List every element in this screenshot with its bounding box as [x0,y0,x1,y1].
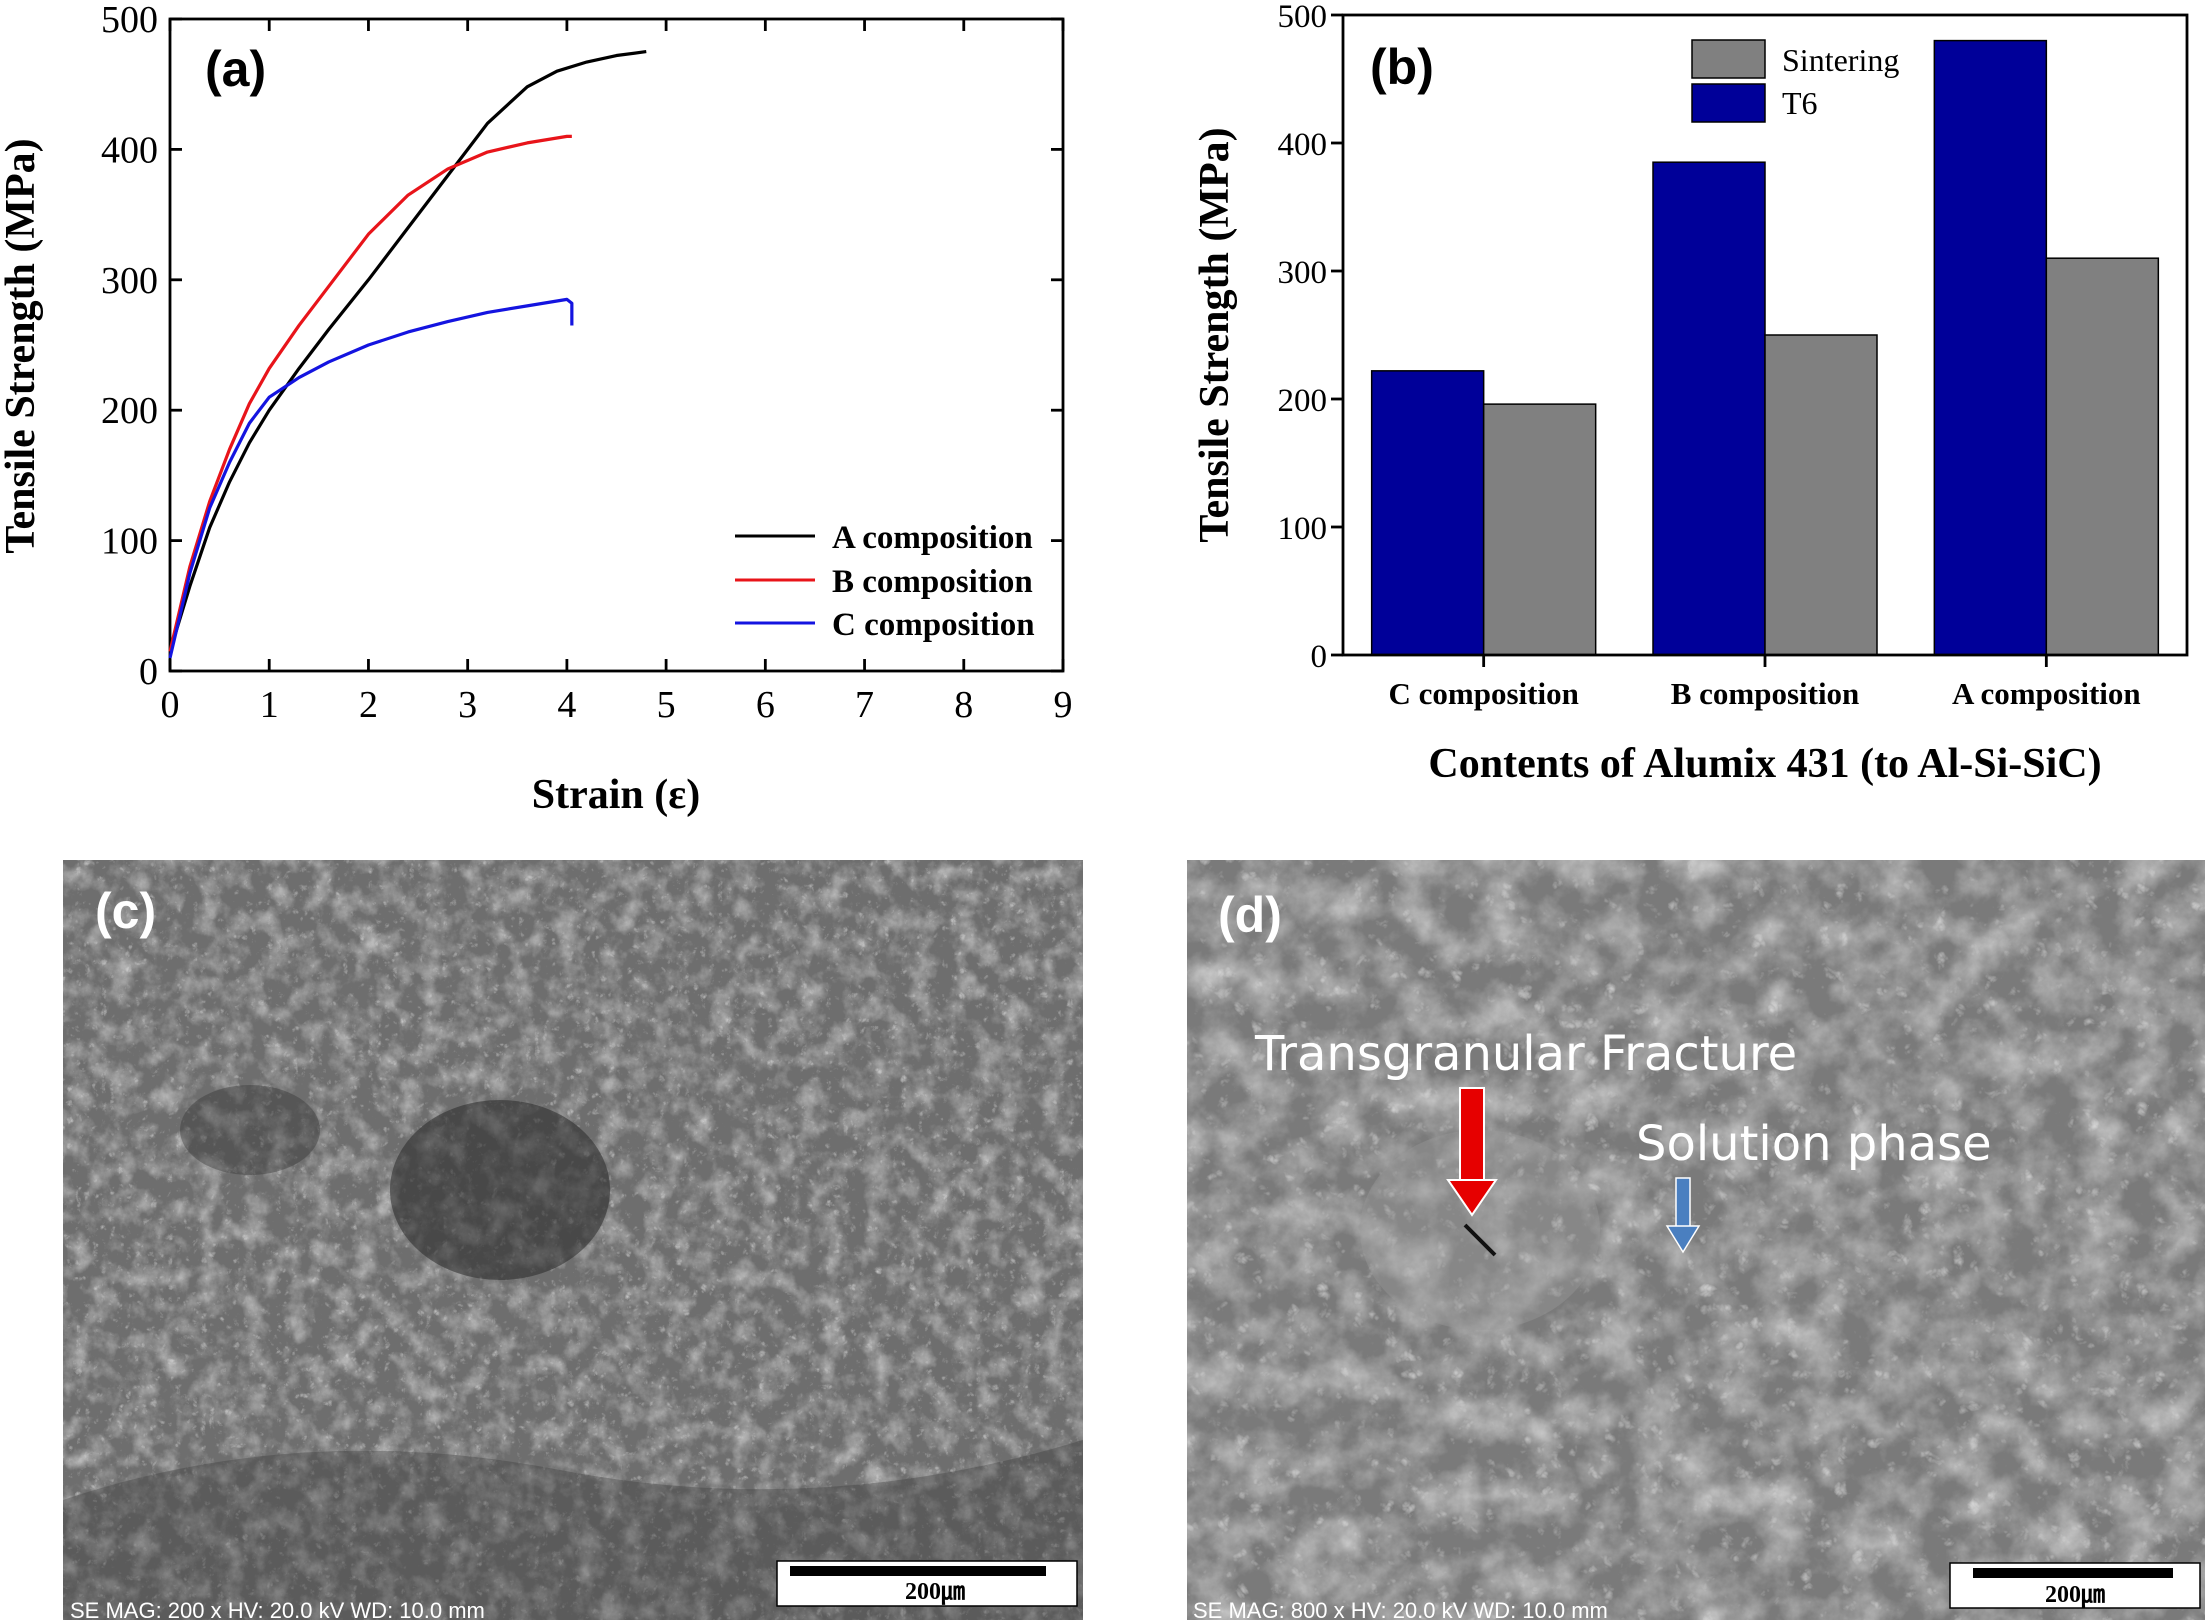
bar-t6-c-composition [1370,370,1485,656]
x-category-label-b-2: A composition [1952,676,2141,711]
y-axis-a: 0 100 200 300 400 500 [101,0,1063,693]
y-tick-label-b-2: 200 [1278,383,1328,419]
series-line-b-composition [168,134,572,652]
sem-info-c: SE MAG: 200 x HV: 20.0 kV WD: 10.0 mm [70,1598,485,1623]
x-tick-label-a-1: 1 [260,684,279,726]
scale-bar-c [790,1566,1046,1576]
blue-arrow-icon [1665,1177,1701,1254]
x-axis-a: 0 1 2 3 4 5 6 7 8 9 [161,19,1073,726]
x-tick-label-a-0: 0 [161,684,180,726]
bar-sintering-b-composition [1764,334,1878,656]
legend-swatch-t6 [1691,83,1766,123]
panel-label-a: (a) [205,41,266,97]
panel-label-d: (d) [1218,887,1282,943]
series-line-c-composition [168,297,574,659]
y-tick-label-b-5: 500 [1278,0,1328,35]
bars-b [1370,39,2160,656]
y-axis-label-a: Tensile Strength (MPa) [0,138,44,553]
x-axis-b: C composition B composition A composition [1389,655,2141,711]
legend-a: A composition B composition C compositio… [735,520,1035,643]
x-tick-label-a-5: 5 [657,684,676,726]
y-axis-b: 0 100 200 300 400 500 [1278,0,1343,675]
series-lines-a [168,50,647,659]
x-tick-label-a-3: 3 [458,684,477,726]
annotation-solution-phase: Solution phase [1636,1116,1992,1172]
sem-info-d: SE MAG: 800 x HV: 20.0 kV WD: 10.0 mm [1193,1598,1608,1623]
y-tick-label-b-3: 300 [1278,255,1328,291]
x-tick-label-a-2: 2 [359,684,378,726]
y-tick-label-b-1: 100 [1278,511,1328,547]
scale-bar-d [1973,1568,2173,1578]
legend-label-t6: T6 [1782,85,1818,121]
series-line-a-composition [168,50,647,652]
legend-label-a-composition: A composition [832,520,1033,556]
annotation-transgranular-fracture: Transgranular Fracture [1254,1026,1797,1082]
x-category-label-b-1: B composition [1671,676,1860,711]
x-tick-label-a-4: 4 [557,684,576,726]
y-tick-label-b-4: 400 [1278,127,1328,163]
red-arrow-icon [1446,1087,1498,1217]
scale-label-d: 200㎛ [2045,1582,2105,1609]
y-tick-label-a-5: 500 [101,0,158,41]
legend-b: Sintering T6 [1691,39,1899,123]
y-tick-label-a-2: 200 [101,390,158,432]
x-tick-label-a-6: 6 [756,684,775,726]
legend-label-sintering: Sintering [1782,42,1899,78]
panel-label-b: (b) [1370,39,1434,95]
y-tick-label-a-4: 400 [101,129,158,171]
plot-frame-a [168,17,1065,673]
x-tick-label-a-9: 9 [1054,684,1073,726]
bar-chart-b: 0 100 200 300 400 500 C composition B composit… [1192,0,2189,787]
bar-t6-a-composition [1933,39,2048,656]
x-axis-label-b: Contents of Alumix 431 (to Al-Si-SiC) [1428,741,2101,787]
y-tick-label-a-0: 0 [139,651,158,693]
x-tick-label-a-8: 8 [954,684,973,726]
panel-label-c: (c) [95,883,156,939]
legend-label-b-composition: B composition [832,564,1033,600]
scale-label-c: 200㎛ [905,1579,965,1606]
legend-label-c-composition: C composition [832,607,1035,643]
y-tick-label-b-0: 0 [1311,639,1328,675]
sem-micrograph-d: (d) Transgranular Fracture Solution phas… [1187,860,2205,1623]
x-category-label-b-0: C composition [1389,676,1579,711]
bar-sintering-a-composition [2045,257,2160,656]
y-axis-label-b: Tensile Strength (MPa) [1192,127,1238,542]
line-chart-a: 0 1 2 3 4 5 6 7 8 9 0 100 200 300 400 500 (a) Strain (… [0,0,1073,818]
y-tick-label-a-3: 300 [101,260,158,302]
y-tick-label-a-1: 100 [101,521,158,563]
legend-swatch-sintering [1691,39,1766,79]
bar-sintering-c-composition [1482,403,1597,656]
sem-micrograph-c: (c) 200㎛ SE MAG: 200 x HV: 20.0 kV WD: 1… [63,860,1083,1623]
bar-t6-b-composition [1652,161,1766,656]
x-tick-label-a-7: 7 [855,684,874,726]
x-axis-label-a: Strain (ε) [532,772,700,818]
